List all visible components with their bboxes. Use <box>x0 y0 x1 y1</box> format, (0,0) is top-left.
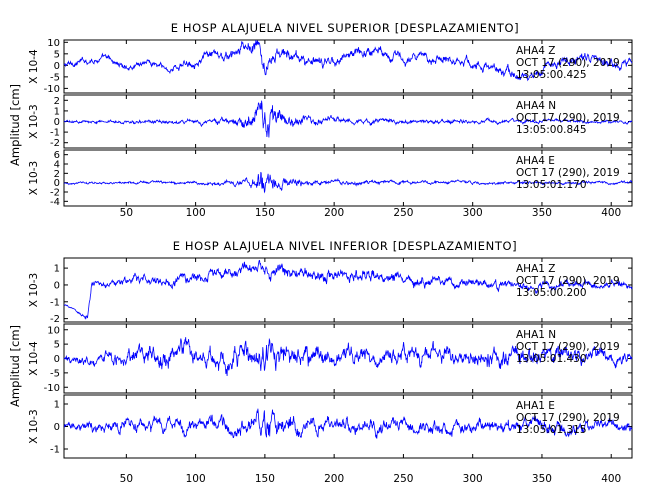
ylabel-top: Amplitud [cm] <box>8 84 22 166</box>
y-tick-label: 2 <box>54 96 60 107</box>
axis-multiplier: X 10-3 <box>28 409 40 443</box>
y-tick-label: -2 <box>50 138 60 149</box>
y-tick-label: 0 <box>54 117 60 128</box>
y-tick-label: 10 <box>47 325 60 336</box>
y-tick-label: 10 <box>47 38 60 49</box>
y-tick-label: -5 <box>50 72 60 83</box>
axis-multiplier: X 10-3 <box>28 104 40 138</box>
station-info-line: 13:05:00.425 <box>516 69 587 81</box>
station-info-line: 13:05:01.315 <box>516 424 587 436</box>
x-tick-label: 100 <box>186 473 206 485</box>
y-tick-label: 0 <box>54 354 60 365</box>
y-tick-label: -2 <box>50 188 60 199</box>
station-info-line: OCT 17 (290), 2019 <box>516 57 620 69</box>
y-tick-label: -1 <box>50 128 60 139</box>
x-tick-label: 100 <box>186 207 206 219</box>
station-info-line: OCT 17 (290), 2019 <box>516 412 620 424</box>
station-info-line: AHA1 N <box>516 329 556 341</box>
x-tick-label: 350 <box>532 473 552 485</box>
y-tick-label: 4 <box>54 160 60 171</box>
y-tick-label: 0 <box>54 422 60 433</box>
station-info-line: 13:05:01.170 <box>516 179 587 191</box>
x-tick-label: 300 <box>463 207 483 219</box>
station-info-line: OCT 17 (290), 2019 <box>516 275 620 287</box>
x-tick-label: 250 <box>393 473 413 485</box>
y-tick-label: 1 <box>54 106 60 117</box>
y-tick-label: 5 <box>54 49 60 60</box>
x-tick-label: 400 <box>601 473 621 485</box>
panel-frame <box>63 257 633 323</box>
y-tick-label: -5 <box>50 368 60 379</box>
station-info-line: 13:05:00.845 <box>516 124 587 136</box>
y-tick-label: 6 <box>54 150 60 161</box>
trace-line <box>63 337 633 377</box>
y-tick-label: -1 <box>50 297 60 308</box>
station-info-line: AHA4 N <box>516 100 556 112</box>
trace-line <box>63 171 633 194</box>
axis-multiplier: X 10-3 <box>28 161 40 195</box>
trace-line <box>63 39 633 82</box>
y-tick-label: -1 <box>50 445 60 456</box>
y-tick-label: 0 <box>54 280 60 291</box>
axis-multiplier: X 10-4 <box>28 341 40 376</box>
y-tick-label: 2 <box>54 169 60 180</box>
x-tick-label: 150 <box>255 207 275 219</box>
y-tick-label: -2 <box>50 314 60 325</box>
x-tick-label: 300 <box>463 473 483 485</box>
station-info-line: AHA4 Z <box>516 45 555 57</box>
y-tick-label: 0 <box>54 61 60 72</box>
y-tick-label: 1 <box>54 400 60 411</box>
station-info-line: AHA1 E <box>516 400 555 412</box>
x-tick-label: 350 <box>532 207 552 219</box>
y-tick-label: -4 <box>50 197 60 208</box>
panel-frame <box>63 39 633 94</box>
x-tick-label: 150 <box>255 473 275 485</box>
trace-line <box>64 100 633 138</box>
x-tick-label: 200 <box>324 473 344 485</box>
x-tick-label: 50 <box>120 473 133 485</box>
ylabel-bottom: Amplitud [cm] <box>8 325 22 407</box>
station-info-line: 13:05:01.430 <box>516 353 587 365</box>
y-tick-label: 5 <box>54 340 60 351</box>
y-tick-label: -10 <box>44 383 60 394</box>
trace-line <box>64 259 633 320</box>
station-info-line: AHA1 Z <box>516 263 555 275</box>
x-tick-label: 400 <box>601 207 621 219</box>
x-tick-label: 250 <box>393 207 413 219</box>
station-info-line: OCT 17 (290), 2019 <box>516 167 620 179</box>
station-info-line: OCT 17 (290), 2019 <box>516 341 620 353</box>
y-tick-label: 0 <box>54 178 60 189</box>
x-tick-label: 50 <box>120 207 133 219</box>
y-tick-label: -10 <box>44 84 60 95</box>
trace-line <box>63 408 633 439</box>
station-info-line: OCT 17 (290), 2019 <box>516 112 620 124</box>
chart-title-top: E HOSP ALAJUELA NIVEL SUPERIOR [DESPLAZA… <box>171 21 519 35</box>
chart-title-bottom: E HOSP ALAJUELA NIVEL INFERIOR [DESPLAZA… <box>173 239 517 253</box>
station-info-line: 13:05:00.200 <box>516 287 587 299</box>
axis-multiplier: X 10-4 <box>28 49 40 84</box>
axis-multiplier: X 10-3 <box>28 273 40 307</box>
x-tick-label: 200 <box>324 207 344 219</box>
y-tick-label: 1 <box>54 264 60 275</box>
station-info-line: AHA4 E <box>516 155 555 167</box>
panel-frame <box>63 149 633 207</box>
